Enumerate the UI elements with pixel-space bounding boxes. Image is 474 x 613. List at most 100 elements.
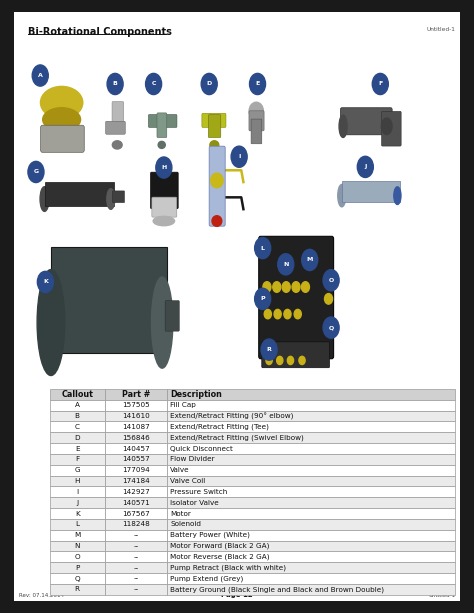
FancyBboxPatch shape xyxy=(167,584,456,595)
Ellipse shape xyxy=(153,216,174,226)
Text: Valve Coil: Valve Coil xyxy=(170,478,205,484)
Text: A: A xyxy=(75,402,80,408)
Circle shape xyxy=(357,156,374,178)
FancyBboxPatch shape xyxy=(50,541,105,552)
FancyBboxPatch shape xyxy=(105,476,167,487)
Circle shape xyxy=(255,288,271,310)
Text: B: B xyxy=(113,82,118,86)
Text: L: L xyxy=(75,522,79,527)
FancyBboxPatch shape xyxy=(50,508,105,519)
FancyBboxPatch shape xyxy=(50,411,105,421)
Circle shape xyxy=(301,249,318,270)
Ellipse shape xyxy=(394,187,401,205)
FancyBboxPatch shape xyxy=(382,112,401,146)
Circle shape xyxy=(277,356,283,365)
Text: G: G xyxy=(33,169,38,175)
FancyBboxPatch shape xyxy=(105,487,167,497)
Text: Motor Forward (Black 2 GA): Motor Forward (Black 2 GA) xyxy=(170,543,270,549)
Text: 177094: 177094 xyxy=(122,467,150,473)
Circle shape xyxy=(32,65,48,86)
FancyBboxPatch shape xyxy=(167,552,456,562)
FancyBboxPatch shape xyxy=(50,476,105,487)
FancyBboxPatch shape xyxy=(50,552,105,562)
Ellipse shape xyxy=(249,102,264,120)
FancyBboxPatch shape xyxy=(167,487,456,497)
Text: K: K xyxy=(43,280,48,284)
FancyBboxPatch shape xyxy=(167,465,456,476)
FancyBboxPatch shape xyxy=(167,562,456,573)
Text: Motor Reverse (Black 2 GA): Motor Reverse (Black 2 GA) xyxy=(170,554,270,560)
FancyBboxPatch shape xyxy=(50,400,105,411)
FancyBboxPatch shape xyxy=(105,400,167,411)
Text: F: F xyxy=(75,456,79,462)
Ellipse shape xyxy=(40,86,83,119)
Text: K: K xyxy=(75,511,80,517)
Circle shape xyxy=(278,254,294,275)
Text: Battery Power (White): Battery Power (White) xyxy=(170,532,250,538)
FancyBboxPatch shape xyxy=(106,121,125,134)
Circle shape xyxy=(294,310,301,319)
FancyBboxPatch shape xyxy=(51,247,167,353)
Text: E: E xyxy=(255,82,260,86)
Ellipse shape xyxy=(107,189,115,209)
FancyBboxPatch shape xyxy=(208,115,221,137)
Text: R: R xyxy=(75,587,80,592)
Text: H: H xyxy=(161,165,166,170)
Text: 167567: 167567 xyxy=(122,511,150,517)
Circle shape xyxy=(263,282,271,292)
FancyBboxPatch shape xyxy=(167,519,456,530)
FancyBboxPatch shape xyxy=(50,487,105,497)
Text: Solenoid: Solenoid xyxy=(170,522,201,527)
FancyBboxPatch shape xyxy=(50,573,105,584)
Text: --: -- xyxy=(133,554,139,560)
Circle shape xyxy=(273,282,281,292)
FancyBboxPatch shape xyxy=(112,191,125,203)
Text: Q: Q xyxy=(74,576,80,582)
Ellipse shape xyxy=(112,141,122,149)
FancyBboxPatch shape xyxy=(165,300,179,331)
Circle shape xyxy=(266,356,272,365)
FancyBboxPatch shape xyxy=(105,562,167,573)
Circle shape xyxy=(299,356,305,365)
Text: G: G xyxy=(74,467,80,473)
Circle shape xyxy=(231,146,247,167)
Circle shape xyxy=(301,282,310,292)
Circle shape xyxy=(156,157,172,178)
Text: Quick Disconnect: Quick Disconnect xyxy=(170,446,233,452)
FancyBboxPatch shape xyxy=(105,530,167,541)
FancyBboxPatch shape xyxy=(105,454,167,465)
FancyBboxPatch shape xyxy=(167,573,456,584)
Text: A: A xyxy=(38,73,43,78)
Text: 140457: 140457 xyxy=(122,446,150,452)
Circle shape xyxy=(255,237,271,259)
FancyBboxPatch shape xyxy=(167,530,456,541)
Circle shape xyxy=(325,294,333,304)
Text: Flow Divider: Flow Divider xyxy=(170,456,215,462)
FancyBboxPatch shape xyxy=(105,421,167,432)
FancyBboxPatch shape xyxy=(167,508,456,519)
Text: Rev: 07.14.2014: Rev: 07.14.2014 xyxy=(18,593,64,598)
Ellipse shape xyxy=(158,142,165,148)
FancyBboxPatch shape xyxy=(340,108,392,135)
FancyBboxPatch shape xyxy=(50,454,105,465)
Text: M: M xyxy=(74,532,81,538)
FancyBboxPatch shape xyxy=(157,113,167,137)
Text: 140557: 140557 xyxy=(122,456,150,462)
Text: 118248: 118248 xyxy=(122,522,150,527)
FancyBboxPatch shape xyxy=(45,182,114,206)
Circle shape xyxy=(261,339,277,360)
FancyBboxPatch shape xyxy=(105,411,167,421)
FancyBboxPatch shape xyxy=(50,432,105,443)
FancyBboxPatch shape xyxy=(251,119,262,144)
FancyBboxPatch shape xyxy=(105,432,167,443)
Ellipse shape xyxy=(210,141,219,149)
Text: E: E xyxy=(75,446,80,452)
Text: Battery Ground (Black Single and Black and Brown Double): Battery Ground (Black Single and Black a… xyxy=(170,586,384,593)
Circle shape xyxy=(282,282,290,292)
FancyBboxPatch shape xyxy=(167,476,456,487)
FancyBboxPatch shape xyxy=(249,111,264,131)
FancyBboxPatch shape xyxy=(50,421,105,432)
Circle shape xyxy=(37,272,54,292)
FancyBboxPatch shape xyxy=(167,389,456,400)
Text: D: D xyxy=(207,82,212,86)
